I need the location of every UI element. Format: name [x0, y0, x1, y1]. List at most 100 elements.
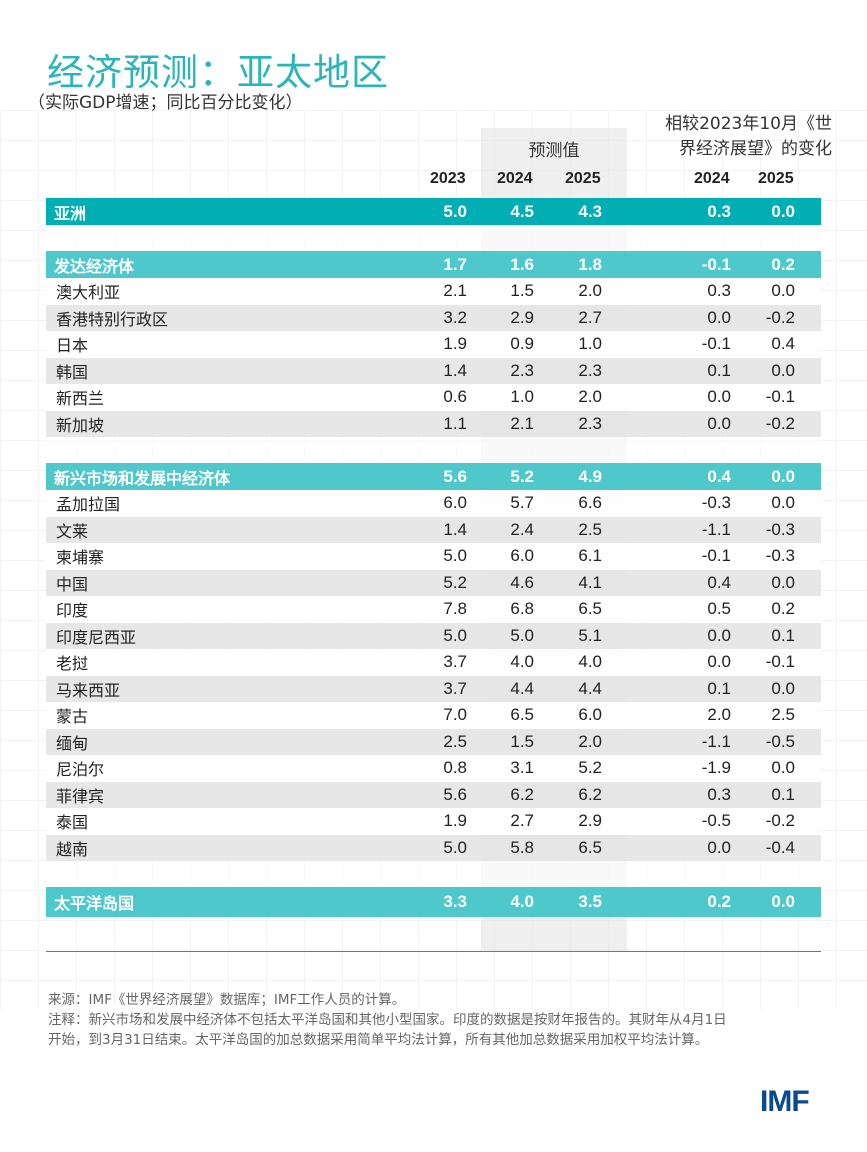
cell-change-2025: 0.0: [771, 281, 795, 301]
cell-change-2025: -0.2: [765, 307, 795, 327]
cell-2025: 6.1: [578, 546, 602, 566]
table-row: 蒙古 7.0 6.5 6.0 2.0 2.5: [46, 702, 821, 729]
row-label: 印度: [56, 601, 89, 621]
cell-2025: 4.3: [578, 201, 602, 221]
cell-2024: 6.2: [510, 784, 534, 804]
cell-2024: 5.7: [510, 493, 534, 513]
table-row: 老挝 3.7 4.0 4.0 0.0 -0.1: [46, 649, 821, 676]
table-row: 中国 5.2 4.6 4.1 0.4 0.0: [46, 569, 821, 596]
cell-change-2025: -0.5: [765, 731, 795, 751]
cell-2023: 5.6: [443, 466, 467, 486]
cell-2025: 5.2: [578, 758, 602, 778]
table-bottom-rule: [46, 951, 821, 952]
cell-2023: 1.4: [443, 519, 467, 539]
cell-2023: 5.0: [443, 837, 467, 857]
cell-2024: 4.6: [510, 572, 534, 592]
table-row: 越南 5.0 5.8 6.5 0.0 -0.4: [46, 834, 821, 861]
cell-2024: 0.9: [510, 334, 534, 354]
cell-2024: 6.0: [510, 546, 534, 566]
cell-change-2024: -0.1: [701, 334, 731, 354]
table-row: 新加坡 1.1 2.1 2.3 0.0 -0.2: [46, 410, 821, 437]
imf-logo: IMF: [760, 1085, 810, 1118]
cell-2024: 4.5: [510, 201, 534, 221]
cell-2023: 1.9: [443, 811, 467, 831]
cell-2023: 3.3: [443, 892, 467, 911]
cell-2023: 5.0: [443, 201, 467, 221]
cell-2024: 1.5: [510, 731, 534, 751]
cell-change-2024: -1.1: [701, 731, 731, 751]
row-label: 太平洋岛国: [54, 894, 135, 913]
cell-2025: 5.1: [578, 625, 602, 645]
col-header-change-2024: 2024: [694, 170, 730, 187]
table-row: 缅甸 2.5 1.5 2.0 -1.1 -0.5: [46, 728, 821, 755]
cell-change-2024: 0.0: [707, 625, 731, 645]
cell-2023: 6.0: [443, 493, 467, 513]
cell-2023: 1.4: [443, 360, 467, 380]
cell-change-2025: 0.4: [771, 334, 795, 354]
row-label: 孟加拉国: [56, 495, 121, 515]
cell-2024: 2.4: [510, 519, 534, 539]
cell-change-2025: -0.1: [765, 387, 795, 407]
cell-change-2025: -0.3: [765, 519, 795, 539]
cell-change-2025: 0.1: [771, 625, 795, 645]
cell-2025: 4.9: [578, 466, 602, 486]
row-label: 印度尼西亚: [56, 627, 137, 647]
cell-change-2025: 0.0: [771, 758, 795, 778]
row-label: 新加坡: [56, 415, 105, 435]
cell-change-2024: 0.5: [707, 599, 731, 619]
row-label: 中国: [56, 574, 89, 594]
cell-2023: 1.9: [443, 334, 467, 354]
cell-change-2024: 0.0: [707, 652, 731, 672]
col-header-2025: 2025: [565, 170, 601, 187]
cell-change-2024: 0.0: [707, 387, 731, 407]
cell-2023: 7.8: [443, 599, 467, 619]
cell-change-2025: 0.0: [771, 493, 795, 513]
cell-2025: 4.0: [578, 652, 602, 672]
cell-2023: 3.7: [443, 678, 467, 698]
cell-change-2025: -0.3: [765, 546, 795, 566]
cell-2023: 0.6: [443, 387, 467, 407]
row-label: 马来西亚: [56, 680, 121, 700]
table-row: 亚洲 5.0 4.5 4.3 0.3 0.0: [46, 198, 821, 225]
cell-2023: 2.1: [443, 281, 467, 301]
cell-change-2024: -0.1: [701, 254, 731, 274]
cell-2025: 2.0: [578, 281, 602, 301]
table-row: 新兴市场和发展中经济体 5.6 5.2 4.9 0.4 0.0: [46, 463, 821, 490]
cell-2025: 2.5: [578, 519, 602, 539]
cell-2024: 2.1: [510, 413, 534, 433]
cell-change-2025: 2.5: [771, 705, 795, 725]
cell-2024: 4.0: [510, 892, 534, 911]
cell-2023: 5.2: [443, 572, 467, 592]
spacer-row: [46, 437, 821, 463]
cell-2023: 3.7: [443, 652, 467, 672]
cell-2024: 5.0: [510, 625, 534, 645]
cell-2025: 2.3: [578, 360, 602, 380]
cell-2025: 4.4: [578, 678, 602, 698]
cell-2025: 6.0: [578, 705, 602, 725]
cell-2024: 6.8: [510, 599, 534, 619]
cell-change-2024: -0.3: [701, 493, 731, 513]
cell-2023: 2.5: [443, 731, 467, 751]
cell-2025: 6.5: [578, 837, 602, 857]
cell-change-2025: 0.0: [771, 360, 795, 380]
table-row: 发达经济体 1.7 1.6 1.8 -0.1 0.2: [46, 251, 821, 278]
cell-change-2024: 0.4: [707, 572, 731, 592]
cell-2023: 7.0: [443, 705, 467, 725]
cell-change-2025: -0.1: [765, 652, 795, 672]
cell-2025: 4.1: [578, 572, 602, 592]
cell-2024: 1.0: [510, 387, 534, 407]
table-row: 印度 7.8 6.8 6.5 0.5 0.2: [46, 596, 821, 623]
row-label: 尼泊尔: [56, 760, 105, 780]
row-label: 越南: [56, 839, 89, 859]
cell-change-2024: -0.5: [701, 811, 731, 831]
cell-change-2024: 0.2: [707, 892, 731, 911]
cell-change-2024: 0.1: [707, 678, 731, 698]
cell-2025: 2.7: [578, 307, 602, 327]
cell-change-2025: 0.0: [771, 572, 795, 592]
cell-2023: 5.0: [443, 625, 467, 645]
cell-change-2025: 0.0: [771, 201, 795, 221]
table-row: 日本 1.9 0.9 1.0 -0.1 0.4: [46, 331, 821, 358]
table-row: 太平洋岛国 3.3 4.0 3.5 0.2 0.0: [46, 887, 821, 917]
forecast-table: 亚洲 5.0 4.5 4.3 0.3 0.0 发达经济体 1.7 1.6 1.8 -0.1 0.2 澳大…: [46, 198, 821, 917]
col-header-2024: 2024: [497, 170, 533, 187]
